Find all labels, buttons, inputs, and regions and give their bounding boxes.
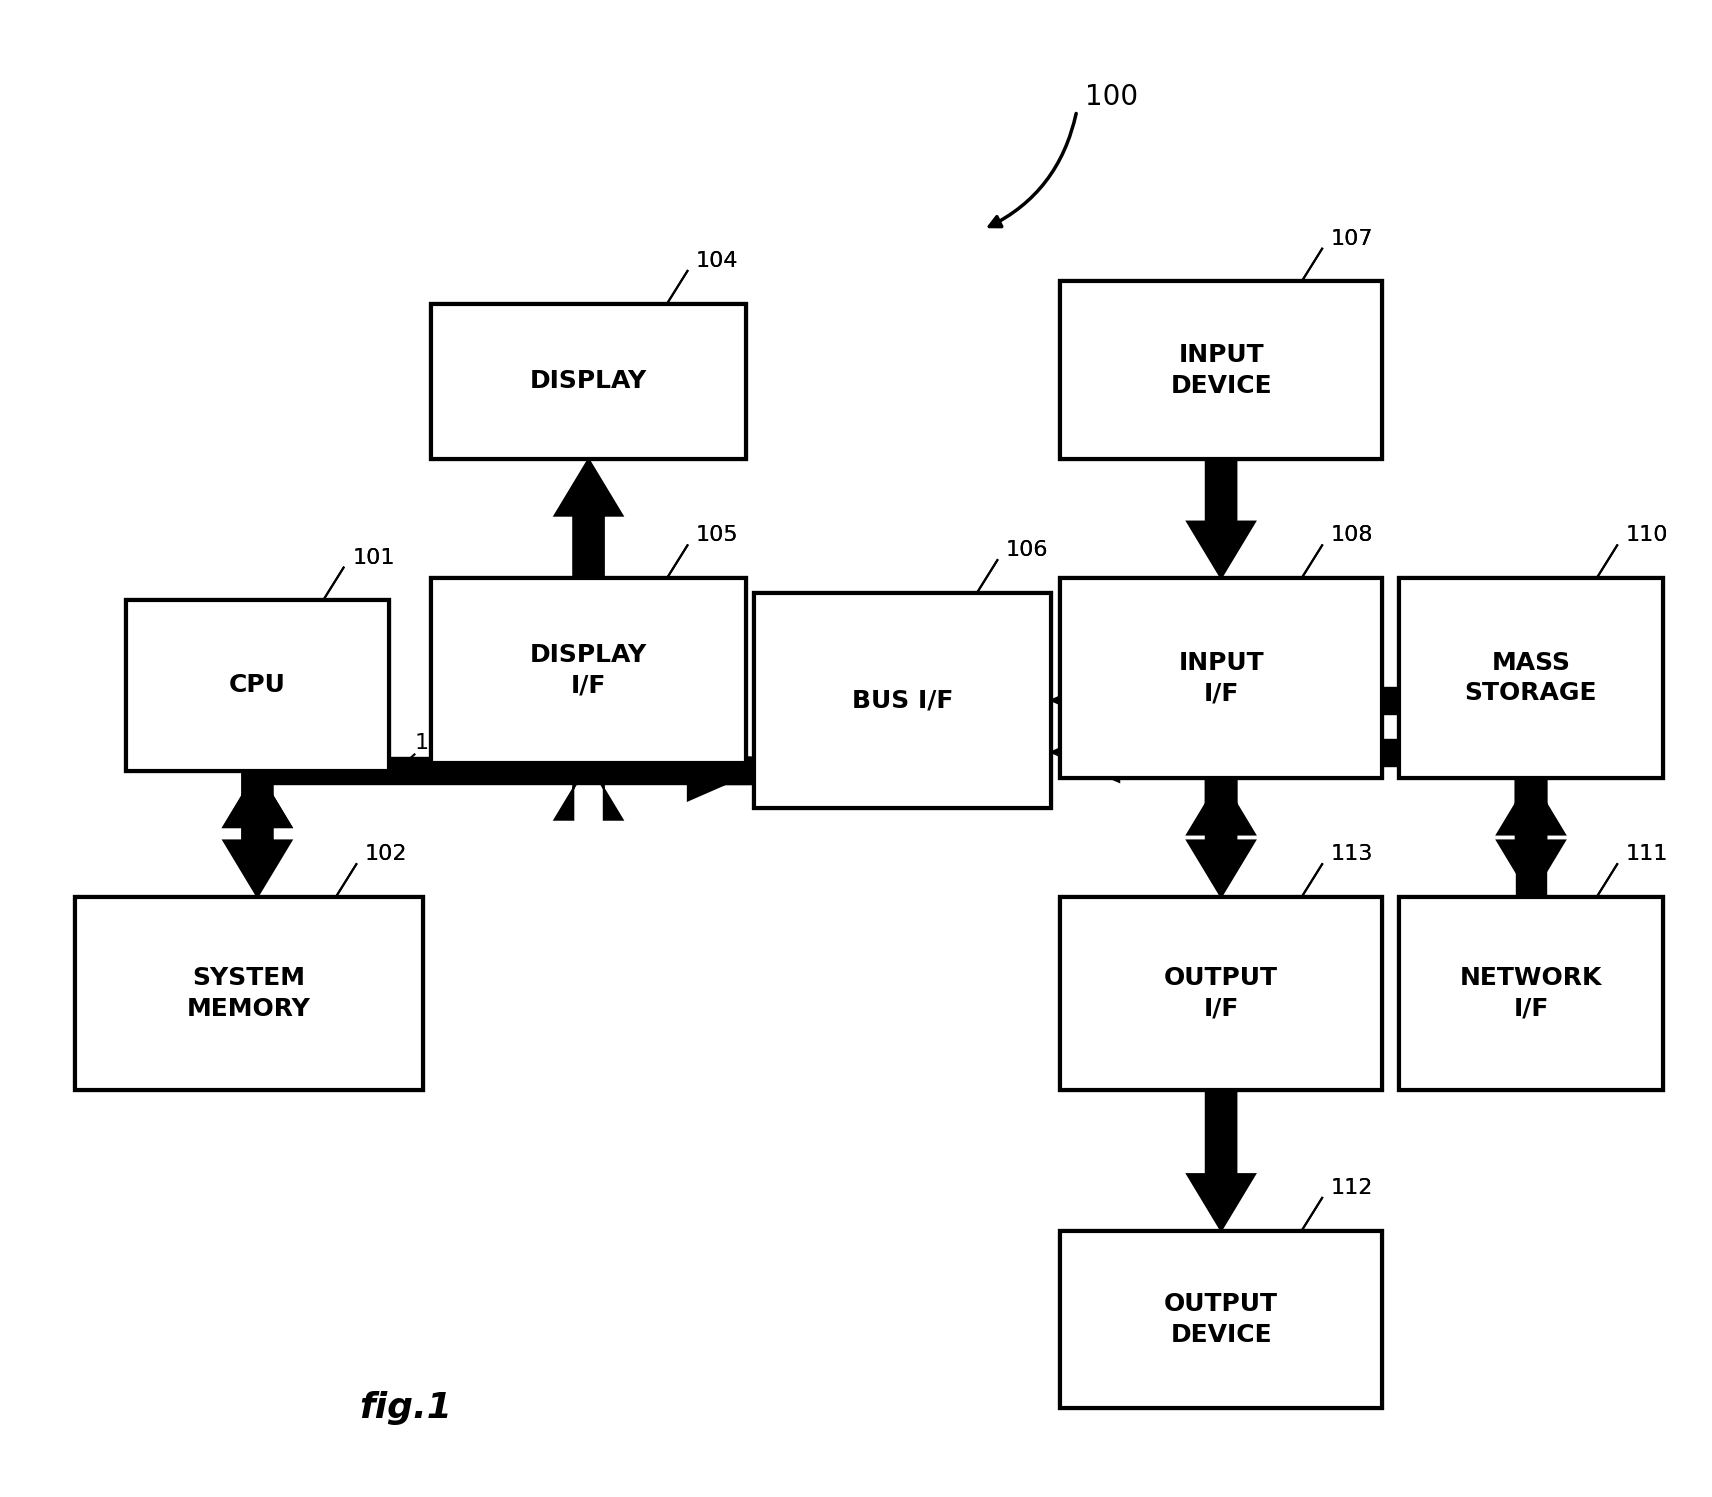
Polygon shape: [1186, 1090, 1255, 1231]
Text: DISPLAY: DISPLAY: [531, 370, 647, 394]
FancyBboxPatch shape: [1399, 578, 1662, 778]
FancyBboxPatch shape: [75, 897, 423, 1090]
FancyBboxPatch shape: [1060, 1231, 1382, 1409]
FancyBboxPatch shape: [431, 578, 746, 763]
FancyBboxPatch shape: [1060, 897, 1382, 1090]
Text: 108: 108: [1330, 525, 1373, 545]
Polygon shape: [224, 771, 291, 897]
Text: MASS
STORAGE: MASS STORAGE: [1465, 651, 1597, 705]
Polygon shape: [224, 757, 291, 828]
FancyBboxPatch shape: [431, 578, 746, 763]
Polygon shape: [688, 741, 755, 801]
Text: INPUT
DEVICE: INPUT DEVICE: [1171, 343, 1272, 398]
FancyBboxPatch shape: [1060, 578, 1382, 778]
Text: OUTPUT
I/F: OUTPUT I/F: [1164, 966, 1279, 1021]
Text: MASS
STORAGE: MASS STORAGE: [1465, 651, 1597, 705]
Text: 103: 103: [414, 734, 457, 753]
Text: NETWORK
I/F: NETWORK I/F: [1460, 966, 1602, 1021]
Text: 105: 105: [697, 525, 738, 545]
Text: 110: 110: [1626, 525, 1667, 545]
Text: 100: 100: [1085, 82, 1138, 111]
Text: INPUT
DEVICE: INPUT DEVICE: [1171, 343, 1272, 398]
Text: 107: 107: [1330, 229, 1373, 249]
Text: 112: 112: [1330, 1178, 1373, 1198]
Polygon shape: [1186, 740, 1255, 834]
FancyBboxPatch shape: [753, 593, 1051, 808]
FancyBboxPatch shape: [1060, 281, 1382, 460]
Text: OUTPUT
DEVICE: OUTPUT DEVICE: [1164, 1292, 1279, 1347]
FancyBboxPatch shape: [1399, 897, 1662, 1090]
Text: CPU: CPU: [229, 674, 286, 698]
Text: SYSTEM
MEMORY: SYSTEM MEMORY: [187, 966, 312, 1021]
FancyBboxPatch shape: [1060, 578, 1382, 778]
Text: 102: 102: [365, 844, 407, 864]
Polygon shape: [1051, 723, 1212, 781]
Polygon shape: [1051, 671, 1212, 731]
Text: OUTPUT
I/F: OUTPUT I/F: [1164, 966, 1279, 1021]
Polygon shape: [555, 757, 623, 820]
Text: 108: 108: [1330, 525, 1373, 545]
Text: DISPLAY: DISPLAY: [531, 370, 647, 394]
Text: 101: 101: [353, 548, 394, 567]
Text: SYSTEM
MEMORY: SYSTEM MEMORY: [187, 966, 312, 1021]
Text: 111: 111: [1626, 844, 1667, 864]
Text: OUTPUT
DEVICE: OUTPUT DEVICE: [1164, 1292, 1279, 1347]
Text: INPUT
I/F: INPUT I/F: [1178, 651, 1263, 705]
Polygon shape: [1496, 751, 1565, 897]
FancyBboxPatch shape: [753, 593, 1051, 808]
Text: 105: 105: [697, 525, 738, 545]
Polygon shape: [1496, 701, 1565, 834]
Text: fig.1: fig.1: [360, 1392, 452, 1425]
Text: 112: 112: [1330, 1178, 1373, 1198]
Text: NETWORK
I/F: NETWORK I/F: [1460, 966, 1602, 1021]
Text: 106: 106: [1007, 540, 1048, 560]
FancyBboxPatch shape: [125, 600, 389, 771]
Text: CPU: CPU: [229, 674, 286, 698]
Text: 104: 104: [697, 251, 738, 271]
Text: 111: 111: [1626, 844, 1667, 864]
Text: DISPLAY
I/F: DISPLAY I/F: [531, 644, 647, 698]
Polygon shape: [555, 460, 623, 578]
Text: 107: 107: [1330, 229, 1373, 249]
Text: 102: 102: [365, 844, 407, 864]
Text: 104: 104: [697, 251, 738, 271]
Text: 113: 113: [1330, 844, 1373, 864]
Text: 106: 106: [1007, 540, 1048, 560]
Text: 109: 109: [1272, 663, 1315, 683]
Text: BUS I/F: BUS I/F: [853, 689, 954, 713]
Text: 110: 110: [1626, 525, 1667, 545]
FancyBboxPatch shape: [1399, 578, 1662, 778]
FancyBboxPatch shape: [431, 304, 746, 460]
Polygon shape: [1186, 460, 1255, 578]
Text: INPUT
I/F: INPUT I/F: [1178, 651, 1263, 705]
Polygon shape: [1186, 708, 1255, 897]
FancyBboxPatch shape: [431, 304, 746, 460]
FancyBboxPatch shape: [1060, 1231, 1382, 1409]
Text: 113: 113: [1330, 844, 1373, 864]
FancyBboxPatch shape: [125, 600, 389, 771]
FancyBboxPatch shape: [1060, 281, 1382, 460]
Text: BUS I/F: BUS I/F: [853, 689, 954, 713]
Text: DISPLAY
I/F: DISPLAY I/F: [531, 644, 647, 698]
FancyBboxPatch shape: [1060, 897, 1382, 1090]
FancyBboxPatch shape: [1399, 897, 1662, 1090]
FancyBboxPatch shape: [75, 897, 423, 1090]
Text: 101: 101: [353, 548, 394, 567]
